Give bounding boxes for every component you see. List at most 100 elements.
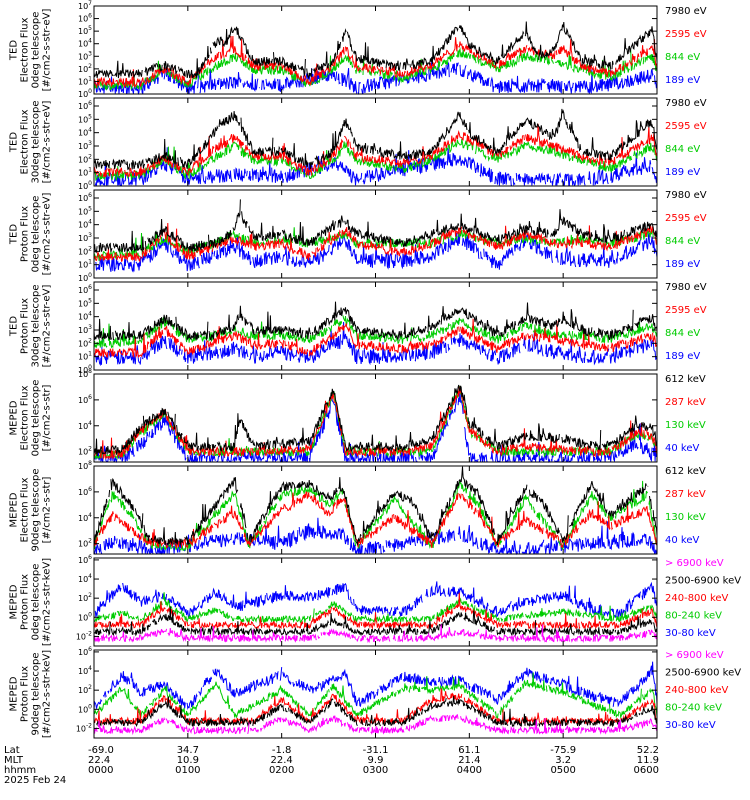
legend-3-4: 189 eV [665,259,700,270]
ytick-label-6-4: 108 [78,460,92,471]
series-7-5 [94,581,657,619]
xtick-hhmm-2: 0100 [175,765,200,776]
legend-6-3: 130 keV [665,512,706,523]
xtick-lat-1: -69.0 [88,745,114,756]
series-8-4 [93,672,658,721]
ytick-label-3-6: 105 [78,205,92,216]
ytick-label-4-6: 105 [78,297,92,308]
ytick-label-2-1: 100 [78,180,92,191]
legend-2-4: 189 eV [665,167,700,178]
ylabel-line: 30deg telescope [31,284,42,367]
xtick-lat-6: -75.9 [550,745,576,756]
legend-7-2: 2500-6900 keV [665,576,741,587]
legend-4-3: 844 eV [665,328,700,339]
ylabel-3: TEDProton Flux0deg telescope[#/cm2-s-str… [9,193,53,276]
xtick-mlt-6: 3.2 [555,755,571,766]
ytick-label-8-3: 102 [78,684,92,695]
legend-1-3: 844 eV [665,52,700,63]
panel-7: 10-2 100 102 104 106 MEPEDProton Flux0deg tel… [9,554,741,647]
xtick-hhmm-1: 0000 [88,765,113,776]
ytick-label-3-3: 102 [78,245,92,256]
ylabel-line: MEPED [9,400,20,435]
series-2-1 [93,108,658,171]
legend-5-2: 287 keV [665,397,706,408]
ytick-label-7-3: 102 [78,592,92,603]
ytick-label-1-2: 101 [78,75,92,86]
ytick-label-2-4: 103 [78,140,92,151]
ylabel-line: 0deg telescope [31,380,42,457]
ylabel-line: Proton Flux [20,574,31,630]
ytick-label-2-2: 101 [78,167,92,178]
panel-6: 102 104 106 108 MEPEDElectron Flux90deg tele… [9,460,706,556]
series-4-2 [93,318,658,359]
ylabel-line: 30deg telescope [31,100,42,183]
ylabel-line: 0deg telescope [31,564,42,641]
ylabel-line: [#/cm2-s-str] [42,476,53,543]
ylabel-line: TED [9,40,20,61]
ylabel-2: TEDElectron Flux30deg telescope[#/cm2-s-… [9,100,53,183]
xtick-hhmm-7: 0600 [634,765,659,776]
xtick-mlt-4: 9.9 [368,755,384,766]
legend-8-2: 2500-6900 keV [665,668,741,679]
legend-7-5: 30-80 keV [665,628,716,639]
ylabel-line: Proton Flux [20,298,31,354]
ytick-label-4-5: 104 [78,311,92,322]
series-6-3 [94,480,658,552]
ylabel-line: Proton Flux [20,206,31,262]
ytick-label-3-1: 100 [78,272,92,283]
ylabel-8: MEPEDProton Flux90deg telescope[#/cm2-s-… [9,650,53,738]
ytick-label-3-4: 103 [78,232,92,243]
series-5-3 [93,385,658,461]
xtick-hhmm-5: 0400 [457,765,482,776]
xaxis-row-label-3: hhmm [4,765,36,776]
ylabel-line: 0deg telescope [31,12,42,89]
ytick-label-7-1: 10-2 [76,630,92,641]
legend-7-3: 240-800 keV [665,593,729,604]
legend-1-1: 7980 eV [665,6,707,17]
legend-2-2: 2595 eV [665,121,707,132]
xtick-lat-7: 52.2 [637,745,659,756]
ylabel-line: [#/cm2-s-str-eV] [42,193,53,276]
ytick-label-7-5: 106 [78,554,92,565]
legend-7-1: > 6900 keV [665,558,724,569]
ytick-label-5-2: 104 [78,420,92,431]
ylabel-line: 90deg telescope [31,468,42,551]
legend-3-2: 2595 eV [665,213,707,224]
legend-5-4: 40 keV [665,443,699,454]
series-6-1 [93,466,658,547]
ylabel-line: MEPED [9,676,20,711]
ytick-label-7-2: 100 [78,611,92,622]
ylabel-line: TED [9,132,20,153]
ylabel-line: Electron Flux [20,109,31,174]
ytick-label-6-2: 104 [78,512,92,523]
ylabel-line: Electron Flux [20,477,31,542]
xtick-lat-5: 61.1 [458,745,480,756]
ytick-label-1-3: 102 [78,63,92,74]
panel-frame-3 [93,189,658,279]
xtick-hhmm-4: 0300 [363,765,388,776]
ytick-label-1-4: 103 [78,50,92,61]
ylabel-line: [#/cm2-s-str-eV] [42,9,53,92]
legend-6-1: 612 keV [665,466,706,477]
ytick-label-7-4: 104 [78,573,92,584]
ytick-label-2-5: 104 [78,127,92,138]
series-1-1 [93,21,658,80]
xtick-mlt-1: 22.4 [88,755,110,766]
series-2-4 [94,146,658,187]
panel-8: 10-2 100 102 104 106 MEPEDProton Flux90deg te… [9,646,741,739]
series-8-5 [93,661,658,711]
ylabel-line: [#/cm2-s-str-keV] [42,650,53,738]
ytick-label-1-7: 106 [78,13,92,24]
ylabel-line: MEPED [9,584,20,619]
legend-1-2: 2595 eV [665,29,707,40]
ytick-label-8-4: 104 [78,665,92,676]
xtick-lat-2: 34.7 [177,745,199,756]
ylabel-line: [#/cm2-s-str] [42,384,53,451]
ytick-label-5-3: 106 [78,394,92,405]
ytick-label-5-4: 108 [78,368,92,379]
xtick-lat-3: -1.8 [272,745,292,756]
xaxis-date: 2025 Feb 24 [4,775,66,786]
ytick-label-6-1: 102 [78,538,92,549]
